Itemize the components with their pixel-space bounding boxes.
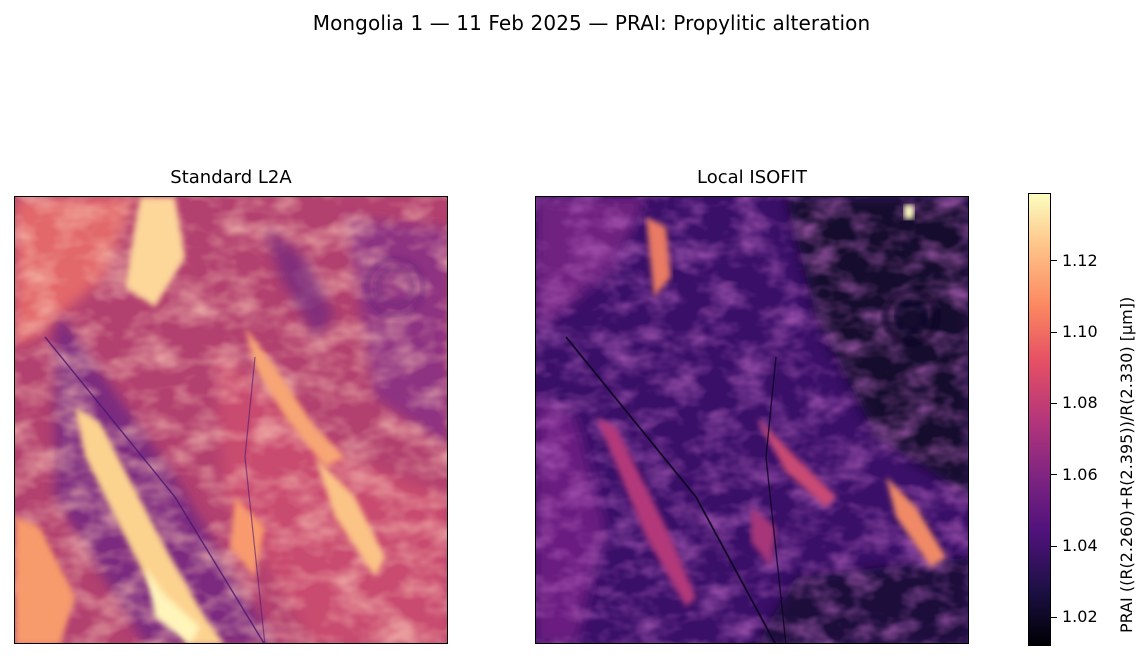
colorbar-tick	[1051, 331, 1057, 333]
colorbar-tick-label: 1.10	[1062, 322, 1098, 342]
colorbar-tick	[1051, 474, 1057, 476]
colorbar-tick	[1051, 616, 1057, 619]
colorbar-label: PRAI ((R(2.260)+R(2.395))/R(2.330) [µm])	[1117, 296, 1136, 633]
colorbar	[1028, 193, 1051, 646]
colorbar-tick	[1051, 402, 1057, 405]
colorbar-tick-label: 1.02	[1062, 607, 1098, 627]
colorbar-tick-label: 1.12	[1062, 250, 1098, 270]
local-isofit-image	[535, 196, 969, 644]
figure-title: Mongolia 1 — 11 Feb 2025 — PRAI: Propyli…	[312, 11, 871, 35]
panel-title-local-isofit: Local ISOFIT	[697, 167, 807, 188]
colorbar-tick	[1051, 545, 1057, 547]
panel-title-standard-l2a: Standard L2A	[170, 167, 292, 188]
colorbar-tick-label: 1.04	[1062, 536, 1098, 556]
colorbar-tick-label: 1.06	[1062, 464, 1098, 484]
colorbar-tick-label: 1.08	[1062, 393, 1098, 413]
colorbar-tick	[1051, 260, 1057, 262]
standard-l2a-image	[14, 196, 448, 644]
